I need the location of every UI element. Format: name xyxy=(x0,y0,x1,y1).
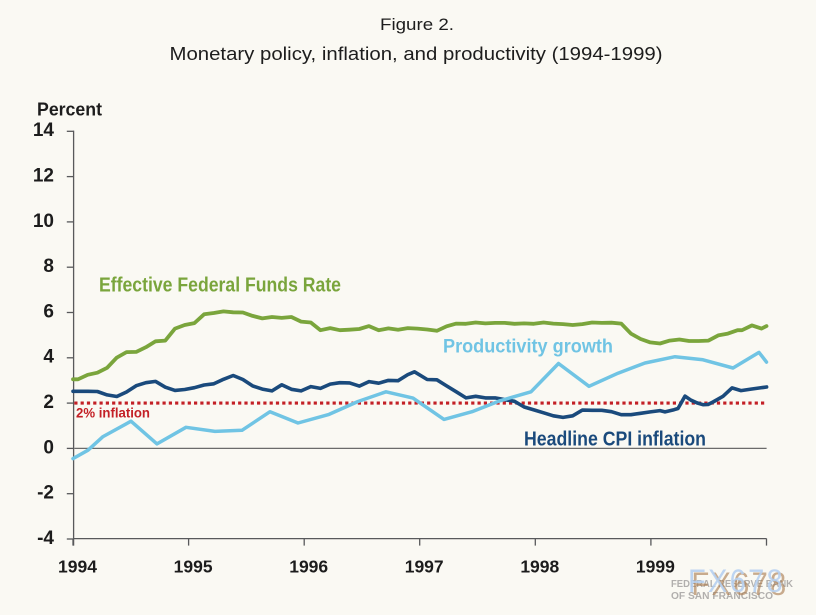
svg-text:FX678: FX678 xyxy=(688,563,785,599)
svg-text:8: 8 xyxy=(43,256,54,277)
svg-text:FEDERAL RESERVE BANK: FEDERAL RESERVE BANK xyxy=(671,578,793,590)
svg-text:1999: 1999 xyxy=(636,557,675,577)
svg-text:-2: -2 xyxy=(37,483,54,504)
svg-text:Effective Federal Funds Rate: Effective Federal Funds Rate xyxy=(99,274,341,296)
svg-text:-4: -4 xyxy=(37,528,54,549)
svg-text:Headline CPI inflation: Headline CPI inflation xyxy=(524,429,706,451)
svg-text:1998: 1998 xyxy=(520,557,559,577)
svg-text:Percent: Percent xyxy=(37,99,102,119)
svg-text:Monetary policy, inflation, an: Monetary policy, inflation, and producti… xyxy=(170,44,663,64)
svg-text:4: 4 xyxy=(43,347,54,368)
svg-text:Productivity growth: Productivity growth xyxy=(443,337,613,358)
svg-text:FX678: FX678 xyxy=(692,566,789,602)
svg-text:1994: 1994 xyxy=(58,557,97,577)
svg-text:1997: 1997 xyxy=(405,557,444,577)
svg-text:OF SAN FRANCISCO: OF SAN FRANCISCO xyxy=(671,590,773,602)
svg-text:Figure 2.: Figure 2. xyxy=(380,15,454,34)
svg-text:2: 2 xyxy=(43,392,54,413)
svg-text:10: 10 xyxy=(33,211,54,232)
svg-text:14: 14 xyxy=(33,120,55,141)
svg-text:6: 6 xyxy=(43,301,54,322)
svg-text:1996: 1996 xyxy=(289,557,328,577)
svg-text:2% inflation: 2% inflation xyxy=(76,406,150,421)
svg-text:1995: 1995 xyxy=(174,557,213,577)
svg-text:12: 12 xyxy=(33,166,54,187)
svg-text:0: 0 xyxy=(43,437,54,458)
